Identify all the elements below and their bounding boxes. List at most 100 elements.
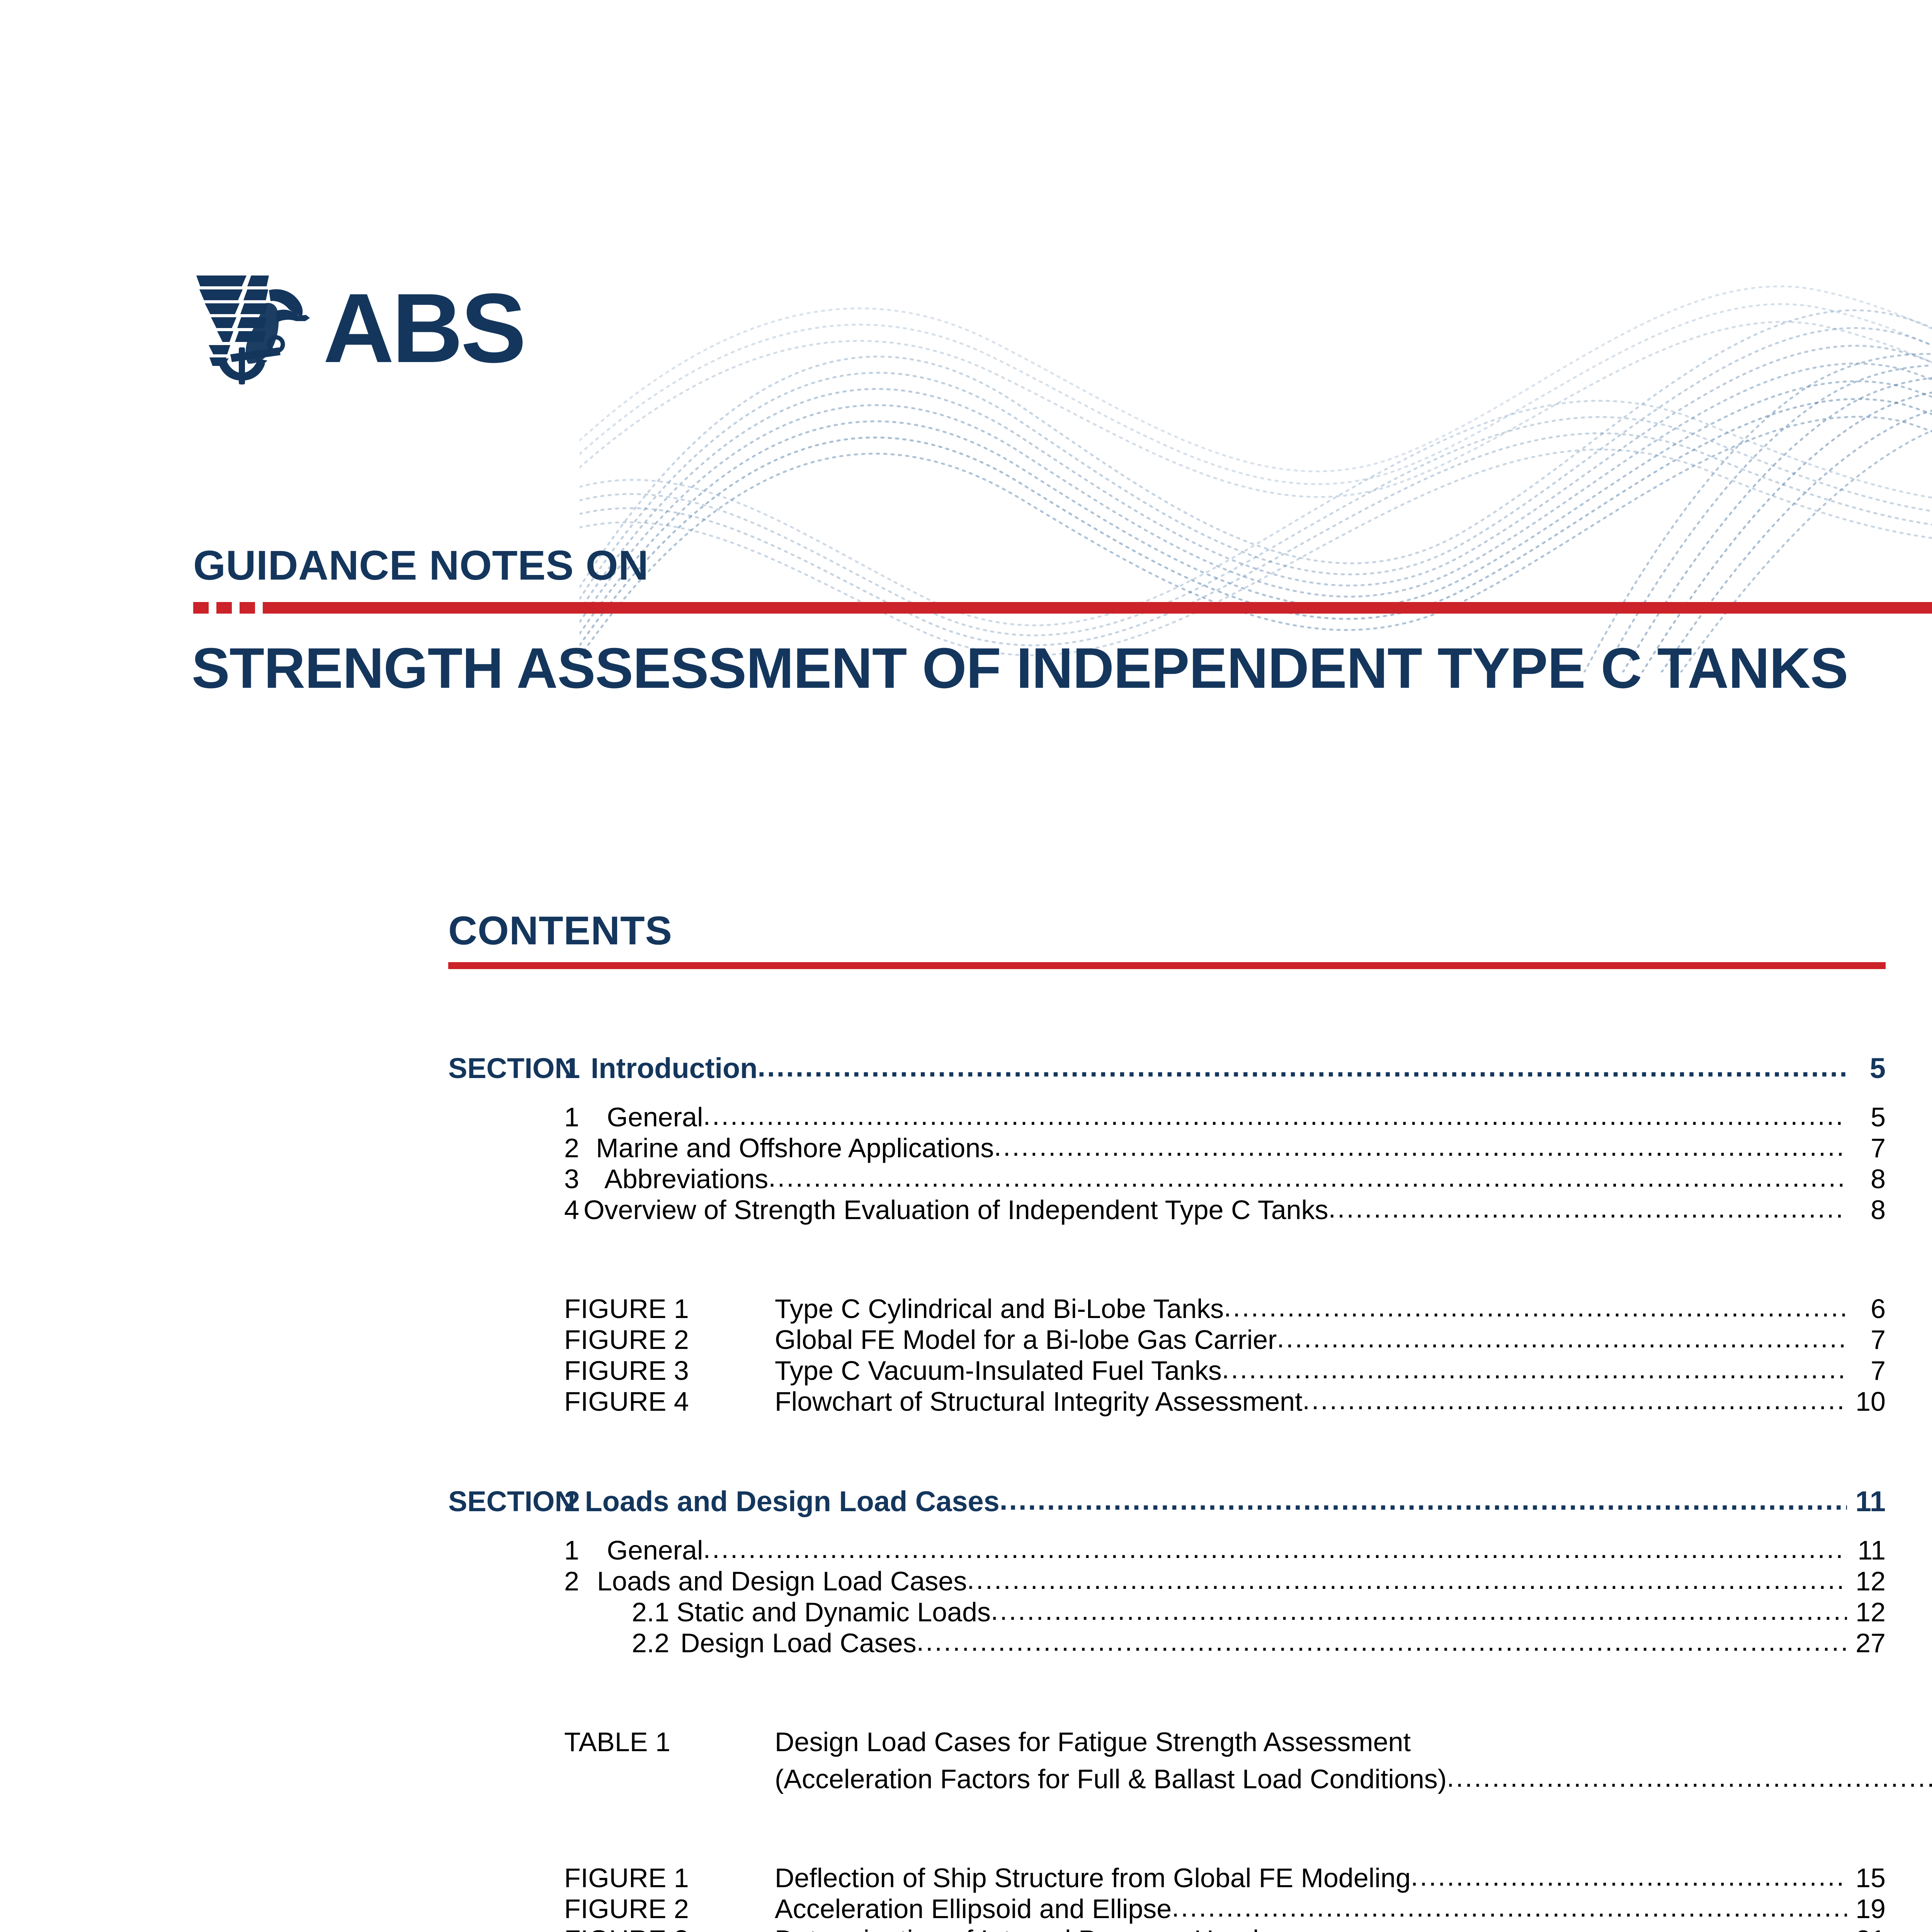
dot-leader (1411, 1861, 1847, 1892)
page-number: 7 (1871, 1325, 1886, 1355)
page-title: STRENGTH ASSESSMENT OF INDEPENDENT TYPE … (192, 636, 1848, 700)
item-number: 2 (564, 1566, 579, 1596)
contents-underline (448, 962, 1886, 969)
section-title: Loads and Design Load Cases (585, 1485, 1000, 1517)
guidance-kicker: GUIDANCE NOTES ON (193, 542, 649, 588)
dot-leader (994, 1131, 1847, 1162)
toc-item-row[interactable]: 2 Marine and Offshore Applications 7 (448, 1133, 1886, 1163)
dot-leader (1000, 1483, 1847, 1516)
toc-item-row[interactable]: 2 Loads and Design Load Cases 12 (448, 1566, 1886, 1597)
figure-title: Type C Vacuum-Insulated Fuel Tanks (775, 1355, 1222, 1386)
page-number: 12 (1855, 1597, 1886, 1627)
figure-label: FIGURE 3 (564, 1924, 775, 1932)
item-title: Marine and Offshore Applications (596, 1133, 994, 1163)
table-of-contents: SECTION 1 Introduction 5 1 General 5 2 M… (448, 1052, 1886, 1932)
section-number: 1 (564, 1052, 580, 1084)
dot-leader (703, 1533, 1847, 1564)
subitem-number: 2.2 (632, 1628, 670, 1658)
toc-subitem-row[interactable]: 2.2 Design Load Cases 27 (448, 1628, 1886, 1658)
page-number: 10 (1855, 1386, 1886, 1417)
page-number: 15 (1855, 1863, 1886, 1893)
figure-title: Type C Cylindrical and Bi-Lobe Tanks (775, 1294, 1224, 1324)
section-title: Introduction (590, 1052, 758, 1084)
item-title: Overview of Strength Evaluation of Indep… (583, 1195, 1328, 1225)
item-number: 1 (564, 1535, 579, 1565)
abs-wordmark: ABS (323, 273, 526, 384)
rule-bar (263, 602, 1932, 614)
dot-leader (917, 1626, 1847, 1657)
toc-table-row[interactable]: TABLE 1 Design Load Cases for Fatigue St… (448, 1726, 1886, 1794)
rule-dot-2 (216, 602, 232, 614)
toc-figure-row[interactable]: FIGURE 2 Acceleration Ellipsoid and Elli… (448, 1893, 1886, 1924)
figure-label: FIGURE 1 (564, 1294, 689, 1324)
rule-dot-1 (193, 602, 209, 614)
section-label: SECTION (448, 1052, 575, 1084)
dot-leader (1222, 1354, 1847, 1384)
toc-item-row[interactable]: 4 Overview of Strength Evaluation of Ind… (448, 1194, 1886, 1225)
dot-leader (1224, 1292, 1847, 1323)
section-label: SECTION (448, 1485, 575, 1517)
subitem-title: Static and Dynamic Loads (676, 1597, 991, 1627)
section-number: 2 (564, 1485, 580, 1517)
toc-subitem-row[interactable]: 2.1 Static and Dynamic Loads 12 (448, 1597, 1886, 1628)
page-number: 8 (1871, 1164, 1886, 1194)
page-number: 21 (1849, 1924, 1886, 1932)
dot-leader (703, 1100, 1847, 1131)
page-number: 27 (1855, 1628, 1886, 1658)
red-accent-rule (193, 602, 1932, 614)
toc-figure-row[interactable]: FIGURE 2 Global FE Model for a Bi-lobe G… (448, 1324, 1886, 1355)
subitem-number: 2.1 (632, 1597, 670, 1627)
item-number: 4 (564, 1195, 579, 1225)
dot-leader (967, 1564, 1847, 1595)
toc-figure-row[interactable]: FIGURE 3 Determination of Internal Press… (448, 1924, 1886, 1932)
figure-label: FIGURE 1 (564, 1863, 689, 1893)
figure-title: Deflection of Ship Structure from Global… (775, 1863, 1411, 1893)
toc-section-row[interactable]: SECTION 1 Introduction 5 (448, 1052, 1886, 1085)
toc-figure-row[interactable]: FIGURE 1 Deflection of Ship Structure fr… (448, 1862, 1886, 1893)
item-title: Loads and Design Load Cases (597, 1566, 967, 1596)
toc-figure-row[interactable]: FIGURE 3 Type C Vacuum-Insulated Fuel Ta… (448, 1355, 1886, 1386)
dot-leader (991, 1595, 1847, 1626)
item-number: 3 (564, 1164, 579, 1194)
figure-label: FIGURE 3 (564, 1355, 689, 1386)
figure-title: Flowchart of Structural Integrity Assess… (775, 1386, 1303, 1417)
toc-figure-row[interactable]: FIGURE 4 Flowchart of Structural Integri… (448, 1386, 1886, 1417)
page-number: 11 (1857, 1535, 1886, 1565)
abs-logo: ABS (193, 263, 526, 394)
dot-leader (768, 1162, 1847, 1193)
dot-leader (1172, 1892, 1847, 1923)
table-label: TABLE 1 (564, 1727, 670, 1757)
page-number: 7 (1871, 1133, 1886, 1163)
item-title: General (607, 1102, 703, 1132)
item-title: General (607, 1535, 703, 1565)
toc-figure-row[interactable]: FIGURE 1 Type C Cylindrical and Bi-Lobe … (448, 1293, 1886, 1324)
rule-dot-3 (240, 602, 255, 614)
item-number: 1 (564, 1102, 579, 1132)
dot-leader (1328, 1193, 1847, 1224)
page-number: 12 (1855, 1566, 1886, 1596)
table-title-line2: (Acceleration Factors for Full & Ballast… (775, 1764, 1447, 1794)
table-title-line1: Design Load Cases for Fatigue Strength A… (775, 1727, 1411, 1757)
page-number: 11 (1855, 1485, 1886, 1517)
toc-item-row[interactable]: 1 General 5 (448, 1102, 1886, 1133)
abs-eagle-anchor-icon (196, 276, 310, 384)
item-number: 2 (564, 1133, 579, 1163)
page-number: 5 (1869, 1052, 1886, 1084)
page-number: 7 (1871, 1355, 1886, 1386)
dot-leader (757, 1050, 1847, 1083)
dot-leader (1303, 1384, 1847, 1415)
dot-leader (1277, 1323, 1847, 1354)
dot-leader (1272, 1923, 1847, 1932)
page-number: 8 (1871, 1195, 1886, 1225)
figure-label: FIGURE 2 (564, 1325, 689, 1355)
page-number: 6 (1871, 1294, 1886, 1324)
figure-title: Global FE Model for a Bi-lobe Gas Carrie… (775, 1325, 1277, 1355)
figure-label: FIGURE 2 (564, 1894, 689, 1924)
toc-item-row[interactable]: 1 General 11 (448, 1535, 1886, 1566)
dot-leader (1447, 1762, 1932, 1793)
toc-item-row[interactable]: 3 Abbreviations 8 (448, 1163, 1886, 1194)
toc-section-row[interactable]: SECTION 2 Loads and Design Load Cases 11 (448, 1485, 1886, 1518)
page-number: 19 (1855, 1894, 1886, 1924)
figure-title: Determination of Internal Pressure Heads (775, 1924, 1272, 1932)
